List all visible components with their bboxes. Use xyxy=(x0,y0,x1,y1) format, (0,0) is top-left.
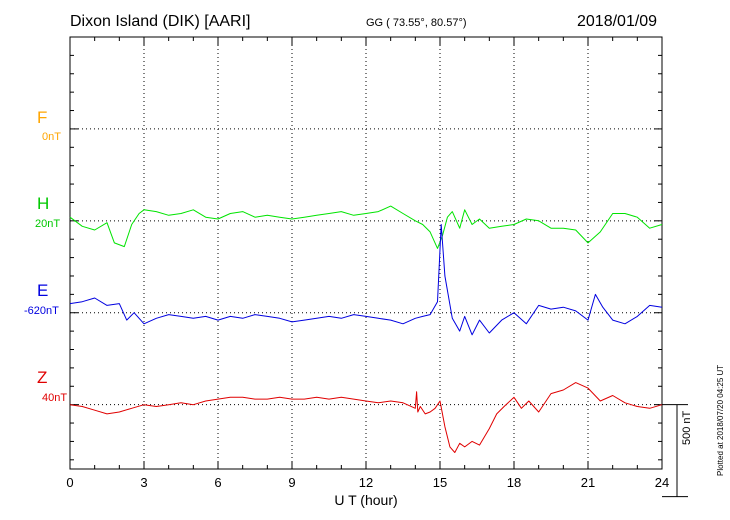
x-tick-label: 6 xyxy=(214,475,222,490)
series-label-h: H xyxy=(37,194,50,213)
x-tick-label: 15 xyxy=(432,475,448,490)
x-tick-label: 24 xyxy=(654,475,670,490)
x-tick-label: 12 xyxy=(358,475,374,490)
x-tick-label: 18 xyxy=(506,475,522,490)
plotted-timestamp: Plotted at 2018/07/20 04:25 UT xyxy=(716,364,725,476)
x-tick-label: 3 xyxy=(140,475,148,490)
date-label: 2018/01/09 xyxy=(577,13,658,30)
scale-bar-label: 500 nT xyxy=(681,410,693,445)
series-label-f: F xyxy=(37,108,48,127)
series-line-h xyxy=(69,205,663,249)
x-tick-label: 21 xyxy=(580,475,596,490)
series-offset-e: -620nT xyxy=(24,305,59,317)
geographic-coordinates: GG ( 73.55°, 80.57°) xyxy=(366,17,467,29)
x-tick-label: 9 xyxy=(288,475,296,490)
series-offset-h: 20nT xyxy=(35,218,61,230)
series-line-z xyxy=(69,382,663,453)
x-tick-label: 0 xyxy=(66,475,74,490)
series-label-z: Z xyxy=(37,368,48,387)
x-axis-label: U T (hour) xyxy=(334,492,398,508)
series-offset-z: 40nT xyxy=(42,392,68,404)
series-label-e: E xyxy=(37,281,49,300)
series-offset-f: 0nT xyxy=(42,131,61,143)
station-title: Dixon Island (DIK) [AARI] xyxy=(70,13,251,30)
series-line-e xyxy=(69,224,663,336)
